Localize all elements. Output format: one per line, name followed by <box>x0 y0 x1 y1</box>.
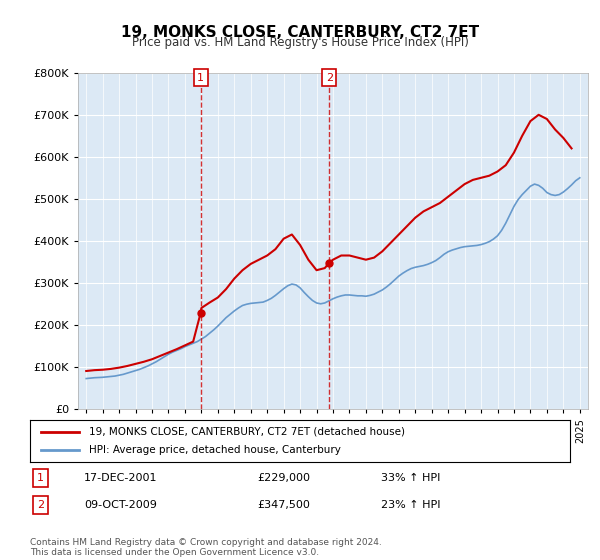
Text: £347,500: £347,500 <box>257 500 310 510</box>
Text: 2: 2 <box>326 73 333 83</box>
Text: 2: 2 <box>37 500 44 510</box>
Text: 19, MONKS CLOSE, CANTERBURY, CT2 7ET (detached house): 19, MONKS CLOSE, CANTERBURY, CT2 7ET (de… <box>89 427 406 437</box>
Text: 33% ↑ HPI: 33% ↑ HPI <box>381 473 440 483</box>
Text: 1: 1 <box>37 473 44 483</box>
Text: 09-OCT-2009: 09-OCT-2009 <box>84 500 157 510</box>
Text: Price paid vs. HM Land Registry's House Price Index (HPI): Price paid vs. HM Land Registry's House … <box>131 36 469 49</box>
Text: 17-DEC-2001: 17-DEC-2001 <box>84 473 157 483</box>
Text: 23% ↑ HPI: 23% ↑ HPI <box>381 500 440 510</box>
Text: HPI: Average price, detached house, Canterbury: HPI: Average price, detached house, Cant… <box>89 445 341 455</box>
Text: 1: 1 <box>197 73 204 83</box>
Text: £229,000: £229,000 <box>257 473 310 483</box>
Text: 19, MONKS CLOSE, CANTERBURY, CT2 7ET: 19, MONKS CLOSE, CANTERBURY, CT2 7ET <box>121 25 479 40</box>
Text: Contains HM Land Registry data © Crown copyright and database right 2024.
This d: Contains HM Land Registry data © Crown c… <box>30 538 382 557</box>
